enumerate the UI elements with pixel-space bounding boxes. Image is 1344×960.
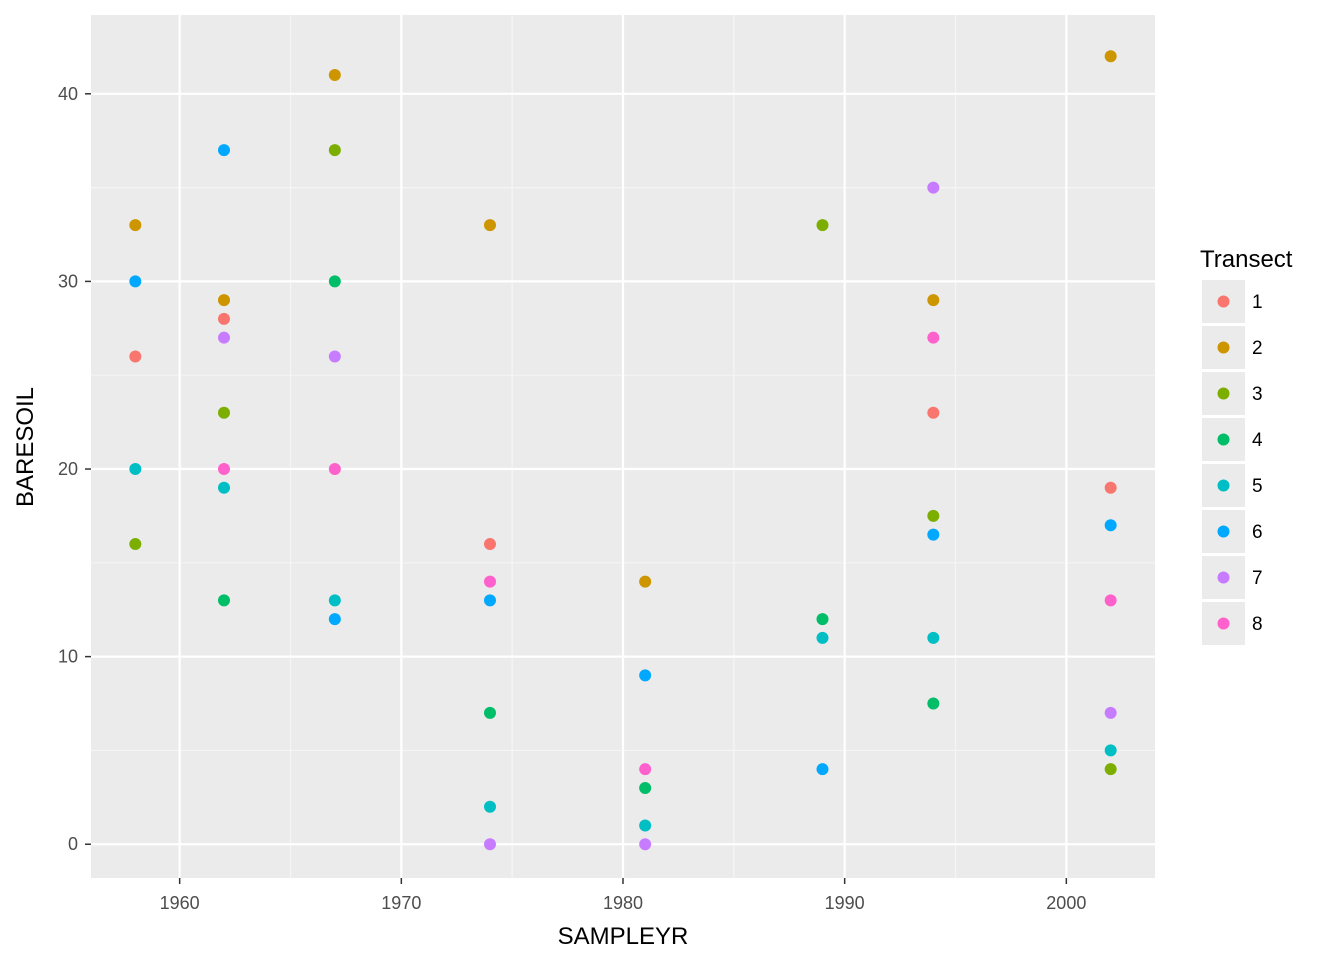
legend-item: 5 — [1202, 464, 1263, 507]
data-point — [927, 331, 940, 344]
legend-title: Transect — [1200, 246, 1293, 273]
data-point — [328, 613, 341, 626]
data-point — [328, 594, 341, 607]
x-tick-label: 2000 — [1046, 893, 1086, 913]
y-tick-label: 30 — [58, 271, 78, 291]
data-point — [129, 463, 142, 476]
y-axis: 0 10 20 30 40 — [58, 84, 91, 854]
legend-swatch — [1217, 341, 1230, 354]
data-point — [1104, 744, 1117, 757]
x-tick-label: 1970 — [381, 893, 421, 913]
data-point — [639, 838, 652, 851]
legend-label: 6 — [1252, 522, 1263, 543]
x-tick-label: 1960 — [160, 893, 200, 913]
data-point — [129, 538, 142, 551]
legend-label: 2 — [1252, 338, 1263, 359]
data-point — [328, 144, 341, 157]
data-point — [218, 294, 230, 307]
data-point — [816, 613, 829, 626]
x-axis: 1960 1970 1980 1990 2000 — [160, 878, 1086, 913]
legend-swatch — [1217, 617, 1230, 630]
legend-swatch — [1217, 571, 1230, 584]
data-point — [927, 406, 940, 419]
data-point — [218, 594, 230, 607]
data-point — [639, 575, 652, 588]
data-point — [484, 706, 496, 719]
data-point — [218, 481, 230, 494]
data-point — [1104, 50, 1117, 63]
data-point — [218, 463, 230, 476]
x-tick-label: 1980 — [603, 893, 643, 913]
y-tick-label: 10 — [58, 647, 78, 667]
data-point — [1104, 481, 1117, 494]
data-points — [129, 50, 1117, 851]
legend-label: 3 — [1252, 384, 1263, 405]
data-point — [816, 763, 829, 776]
data-point — [816, 219, 829, 232]
data-point — [1104, 763, 1117, 776]
data-point — [927, 294, 940, 307]
data-point — [328, 463, 341, 476]
y-tick-label: 20 — [58, 459, 78, 479]
y-tick-label: 40 — [58, 84, 78, 104]
data-point — [328, 275, 341, 288]
data-point — [218, 144, 230, 157]
data-point — [218, 331, 230, 344]
data-point — [218, 406, 230, 419]
data-point — [816, 631, 829, 644]
legend-swatch — [1217, 433, 1230, 446]
legend: Transect 1 2 3 4 5 6 7 8 — [1200, 246, 1293, 645]
data-point — [129, 219, 142, 232]
legend-item: 3 — [1202, 372, 1263, 415]
y-tick-label: 0 — [68, 834, 78, 854]
data-point — [484, 219, 496, 232]
major-gridlines — [91, 15, 1155, 878]
legend-item: 6 — [1202, 510, 1263, 553]
data-point — [328, 350, 341, 363]
data-point — [927, 528, 940, 541]
x-tick-label: 1990 — [825, 893, 865, 913]
legend-swatch — [1217, 525, 1230, 538]
legend-item: 4 — [1202, 418, 1263, 461]
y-axis-title: BARESOIL — [12, 387, 39, 507]
data-point — [1104, 594, 1117, 607]
legend-swatch — [1217, 387, 1230, 400]
data-point — [639, 669, 652, 682]
legend-label: 4 — [1252, 430, 1263, 451]
data-point — [639, 763, 652, 776]
data-point — [484, 838, 496, 851]
legend-item: 7 — [1202, 556, 1263, 599]
data-point — [927, 509, 940, 522]
data-point — [129, 350, 142, 363]
data-point — [484, 538, 496, 551]
legend-label: 1 — [1252, 292, 1263, 313]
data-point — [484, 594, 496, 607]
data-point — [328, 69, 341, 82]
legend-label: 7 — [1252, 568, 1263, 589]
data-point — [129, 275, 142, 288]
legend-item: 8 — [1202, 602, 1263, 645]
data-point — [484, 800, 496, 813]
data-point — [1104, 519, 1117, 532]
x-axis-title: SAMPLEYR — [558, 923, 689, 950]
legend-swatch — [1217, 295, 1230, 308]
legend-label: 8 — [1252, 614, 1263, 635]
data-point — [639, 819, 652, 832]
legend-swatch — [1217, 479, 1230, 492]
data-point — [927, 181, 940, 194]
legend-item: 2 — [1202, 326, 1263, 369]
legend-label: 5 — [1252, 476, 1263, 497]
data-point — [484, 575, 496, 588]
data-point — [218, 312, 230, 325]
data-point — [639, 781, 652, 794]
data-point — [927, 631, 940, 644]
legend-item: 1 — [1202, 280, 1263, 323]
data-point — [1104, 706, 1117, 719]
data-point — [927, 697, 940, 710]
